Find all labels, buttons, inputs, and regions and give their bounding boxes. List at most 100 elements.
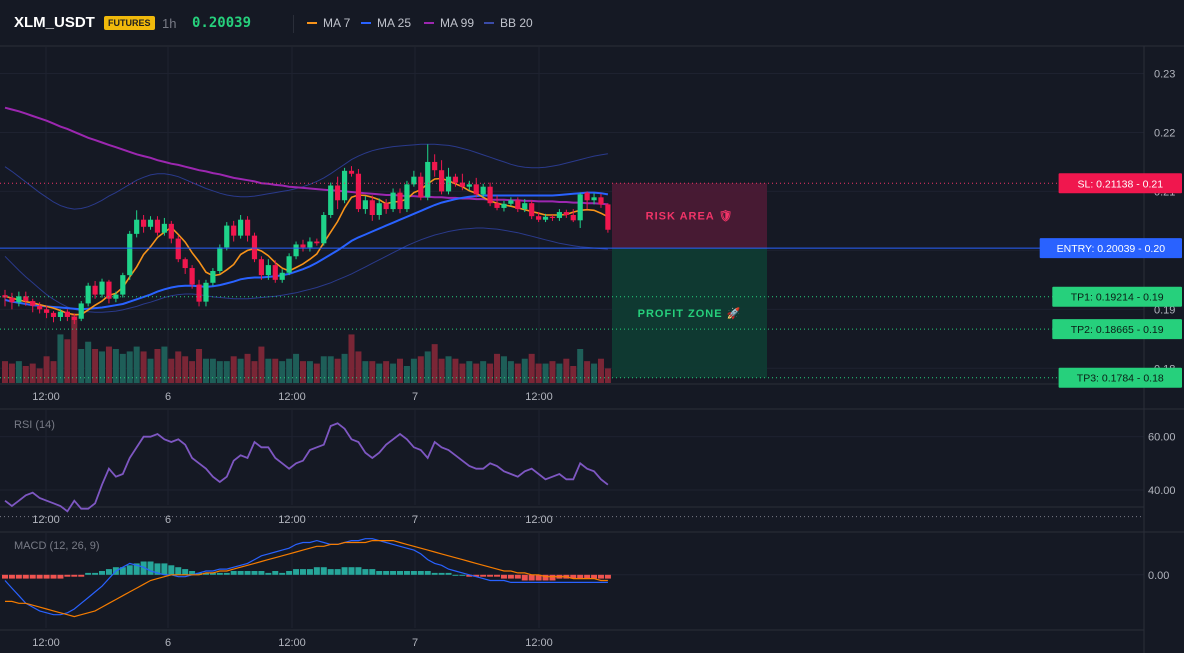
time-tick-label: 7 [412,391,418,403]
macd-histogram-bar [189,571,196,575]
volume-bar [133,346,140,383]
volume-bar [355,351,362,383]
volume-bar [22,366,29,383]
macd-histogram-bar [528,574,535,581]
volume-bar [196,349,203,383]
macd-histogram-bar [161,563,168,575]
macd-histogram-bar [22,574,29,579]
candle-body [466,184,472,187]
macd-histogram-bar [473,574,480,577]
macd-histogram-bar [369,569,376,575]
candle-body [279,272,285,280]
macd-histogram-bar [251,571,258,575]
candle-body [127,233,133,276]
macd-histogram-bar [223,572,230,575]
macd-histogram-bar [507,574,514,579]
volume-bar [487,363,494,383]
legend-label: MA 25 [377,16,412,30]
macd-histogram-bar [320,567,327,575]
volume-bar [494,353,501,383]
tp3-label-tag [1058,367,1182,388]
macd-histogram-bar [126,565,133,575]
legend-ma99[interactable]: MA 99 [424,16,474,30]
macd-histogram-bar [293,569,300,575]
volume-bar [258,346,265,383]
volume-bar [591,363,598,383]
time-tick-label: 12:00 [278,391,306,403]
entry-label-tag [1039,238,1182,259]
macd-histogram-bar [514,574,521,579]
volume-bar [189,361,196,383]
candle-body [418,176,424,198]
candle-body [425,161,431,198]
candle-body [251,235,258,260]
macd-histogram-bar [92,572,99,575]
header-divider [293,15,294,33]
macd-pane[interactable]: MACD (12, 26, 9) [2,538,611,618]
volume-bar [126,351,133,383]
volume-bar [209,358,216,383]
volume-bar [223,361,230,383]
candle-body [438,170,445,192]
macd-histogram-bar [168,565,175,575]
macd-histogram-bar [182,569,189,575]
macd-histogram-bar [597,574,604,579]
macd-histogram-bar [244,571,251,575]
macd-line [4,538,608,616]
volume-bar [459,363,466,383]
candle-body [383,203,389,210]
candle-body [328,185,334,215]
candle-body [314,241,320,244]
macd-histogram-bar [410,571,417,575]
candle-body [168,223,174,239]
macd-histogram-bar [424,571,431,575]
macd-histogram-bar [154,563,161,575]
macd-histogram-bar [57,574,64,579]
volume-bar [43,356,50,383]
timeframe[interactable]: 1h [162,16,177,31]
volume-bar [237,358,244,383]
macd-histogram-bar [494,574,501,577]
ma7-swatch [307,22,317,24]
futures-badge: FUTURES [104,16,155,30]
legend-ma25[interactable]: MA 25 [361,16,411,30]
macd-histogram-bar [140,561,147,575]
ma7-line [4,177,609,316]
time-tick-label: 12:00 [32,514,60,526]
volume-bar [570,366,577,383]
rsi-pane[interactable]: RSI (14) [0,419,1144,518]
legend-ma7[interactable]: MA 7 [307,16,350,30]
volume-bar [438,358,445,383]
volume-bar [251,361,258,383]
last-price: 0.20039 [192,15,252,31]
candle-body [341,170,348,201]
macd-histogram-bar [466,574,473,577]
candlesticks[interactable] [2,144,611,325]
macd-histogram-bar [341,567,348,575]
time-tick-label: 6 [165,391,171,403]
trade-zones: RISK AREA 🛡 PROFIT ZONE 🚀 [612,183,767,378]
macd-histogram-bar [577,574,584,579]
candle-body [348,170,355,174]
volume-bar [507,361,514,383]
macd-histogram-bar [36,574,43,579]
volume-bar [50,361,57,383]
candle-body [16,296,22,303]
macd-histogram-bar [591,574,598,579]
volume-bar [417,356,424,383]
time-tick-label: 7 [412,637,418,649]
ma25-swatch [361,22,371,24]
candle-body [501,203,507,208]
macd-histogram-bar [196,572,203,575]
entry-label-text: ENTRY: 0.20039 - 0.20 [1057,243,1166,255]
volume-bar [528,353,535,383]
candle-body [584,192,590,201]
tp3-label-text: TP3: 0.1784 - 0.18 [1077,373,1164,385]
candle-body [529,203,535,217]
candle-body [147,219,154,227]
symbol-name[interactable]: XLM_USDT [14,14,95,31]
volume-bar [299,361,306,383]
legend-bb20[interactable]: BB 20 [484,16,533,30]
candle-body [390,192,396,210]
